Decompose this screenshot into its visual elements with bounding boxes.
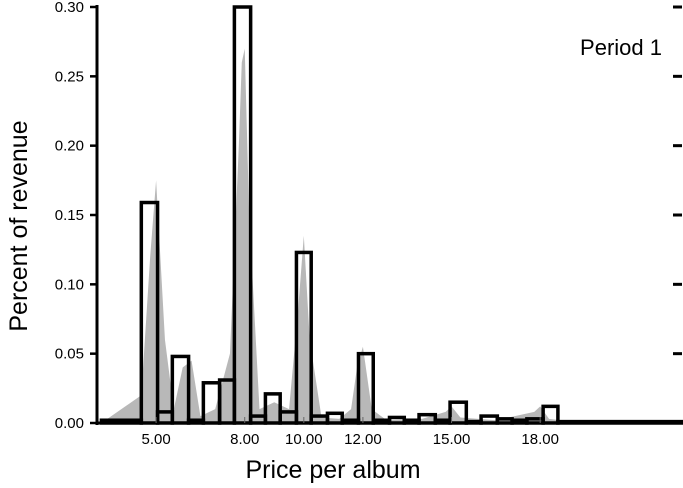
y-tick-label: 0.25 [55, 68, 84, 85]
y-tick-label: 0.05 [55, 346, 84, 363]
y-tick-label: 0.30 [55, 0, 84, 16]
x-tick-label: 18.00 [521, 431, 559, 448]
x-axis-title: Price per album [245, 456, 420, 484]
x-tick-label: 8.00 [230, 431, 259, 448]
x-tick-label: 5.00 [141, 431, 170, 448]
x-tick-label: 15.00 [433, 431, 471, 448]
panel-label: Period 1 [580, 35, 662, 60]
y-tick-label: 0.10 [55, 276, 84, 293]
density-area [101, 48, 682, 423]
x-axis-ticks: 5.00 8.00 10.00 12.00 15.00 18.00 [141, 417, 559, 448]
density-layer [101, 48, 682, 423]
histogram-bars [99, 5, 683, 425]
y-tick-label: 0.00 [55, 415, 84, 432]
x-tick-label: 10.00 [285, 431, 323, 448]
x-tick-label: 12.00 [344, 431, 382, 448]
y-axis-title: Percent of revenue [5, 120, 33, 331]
y-tick-label: 0.15 [55, 207, 84, 224]
y-axis-ticks: 0.00 0.05 0.10 0.15 0.20 0.25 0.30 [55, 0, 682, 432]
axes [95, 5, 682, 425]
y-tick-label: 0.20 [55, 138, 84, 155]
